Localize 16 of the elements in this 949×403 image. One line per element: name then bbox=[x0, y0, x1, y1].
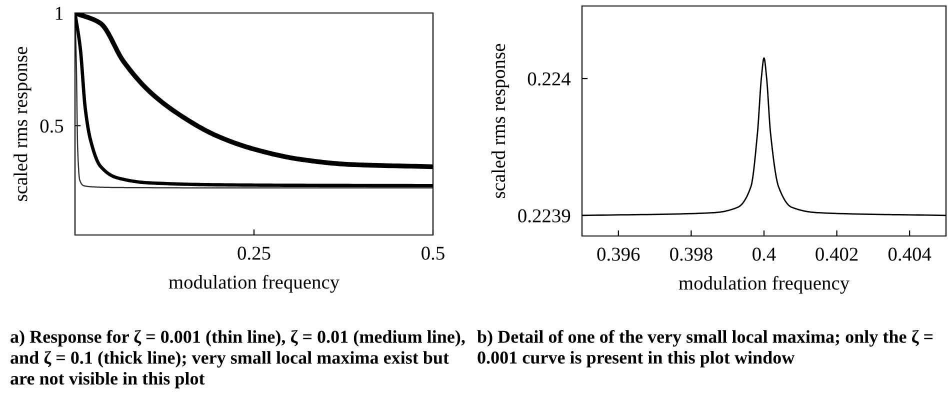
text: a) Response for ζ = 0.001 (thin line), ζ = 0.01 (medium line), and ζ = 0.1 (thick line); very small local maxima exist but are not visible in this plot bbox=[10, 330, 465, 388]
x-tick-label: 0.396 bbox=[597, 248, 640, 261]
x-tick-label: 0.5 bbox=[422, 246, 444, 260]
y-tick-label: 0.224 bbox=[528, 72, 571, 86]
x-axis-title: modulation frequency bbox=[168, 274, 340, 293]
x-axis-title: modulation frequency bbox=[678, 276, 850, 294]
x-tick-label: 0.4 bbox=[752, 248, 776, 261]
x-tick-label: 0.398 bbox=[670, 248, 712, 261]
x-tick-label: 0.402 bbox=[816, 248, 858, 261]
x-tick-label: 0.25 bbox=[238, 246, 270, 260]
x-tick-label: 0.404 bbox=[888, 248, 932, 261]
text: b) Detail of one of the very small local maxima; only the ζ = 0.001 curve is present in this plot window bbox=[477, 330, 933, 368]
y-tick-label: 1 bbox=[56, 6, 63, 20]
y-axis-title: scaled rms response bbox=[14, 46, 32, 201]
y-axis-title: scaled rms response bbox=[491, 44, 510, 198]
y-tick-label: 0.2239 bbox=[518, 209, 570, 222]
